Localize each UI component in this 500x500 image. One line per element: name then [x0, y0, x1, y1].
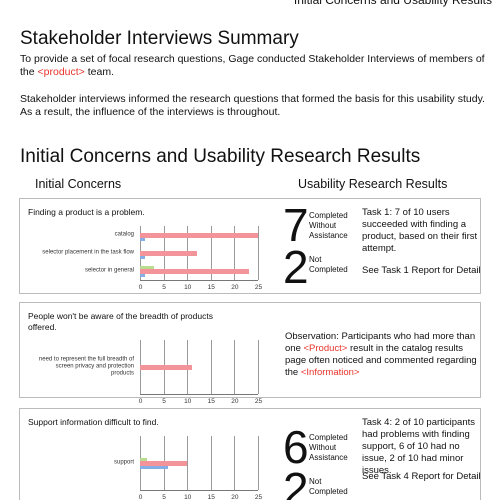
result-box: Finding a product is a problem. 0 5 10 15 20 2… — [19, 198, 481, 294]
completed-label: Completed Without Assistance — [309, 211, 348, 240]
observation: Observation: Participants who had more t… — [285, 331, 480, 379]
bar-chart: 0 5 10 15 20 25 need to represent the full bre… — [28, 336, 293, 408]
grid-line — [234, 340, 236, 394]
x-tick-label: 5 — [162, 494, 166, 500]
x-tick-label: 0 — [138, 284, 143, 291]
text-segment: Observation: Participants who had more t… — [285, 331, 476, 354]
x-tick-label: 0 — [138, 398, 143, 405]
bar — [140, 265, 155, 269]
bar — [140, 268, 249, 274]
text-segment: <Information> — [300, 367, 360, 378]
grid-line — [258, 340, 259, 394]
x-tick-label: 20 — [231, 494, 239, 500]
bar — [140, 255, 145, 259]
task-summary: Task 4: 2 of 10 participants had problem… — [362, 417, 476, 476]
grid-line — [258, 226, 259, 280]
x-tick-label: 15 — [207, 494, 215, 500]
text-segment: <product> — [37, 66, 85, 78]
not-completed-label: Not Completed — [309, 255, 348, 274]
x-tick-label: 0 — [138, 494, 143, 500]
text-segment: To provide a set of focal research quest… — [20, 53, 485, 78]
running-title: Initial Concerns and Usability Results — [293, 0, 492, 7]
result-box: Support information difficult to find. 0 5… — [19, 408, 481, 500]
task-summary: Task 1: 7 of 10 users succeeded with fin… — [362, 207, 478, 254]
grid-line — [210, 340, 212, 394]
bar-chart: 0 5 10 15 20 25 support — [28, 432, 293, 500]
summary-title: Stakeholder Interviews Summary — [20, 28, 299, 49]
bar — [140, 457, 148, 461]
grid-line — [187, 436, 189, 490]
section-title: Initial Concerns and Usability Research … — [20, 146, 421, 167]
result-box: People won't be aware of the breadth of … — [19, 302, 481, 405]
chart-title: Finding a product is a problem. — [28, 207, 145, 217]
grid-line — [234, 436, 236, 490]
grid-line — [210, 226, 212, 280]
grid-line — [210, 436, 212, 490]
category-label: selector placement in the task flow — [42, 249, 134, 256]
x-tick-label: 10 — [184, 494, 192, 500]
completed-label: Completed Without Assistance — [309, 433, 348, 462]
text-segment: result in the catalog results page often… — [285, 343, 477, 378]
bar — [140, 465, 169, 469]
x-tick-label: 20 — [231, 284, 239, 291]
x-tick-label: 25 — [254, 284, 263, 291]
bar — [140, 237, 145, 241]
text-segment: Stakeholder interviews informed the rese… — [20, 93, 485, 118]
x-tick-label: 15 — [207, 284, 215, 291]
x-axis — [140, 490, 258, 491]
chart-title: People won't be aware of the breadth of … — [28, 311, 213, 332]
report-link: See Task 1 Report for Detail — [362, 265, 481, 276]
x-axis — [140, 394, 258, 395]
category-label: support — [113, 459, 134, 466]
category-label: selector in general — [84, 267, 134, 274]
x-tick-label: 10 — [184, 398, 192, 405]
paragraph: Stakeholder interviews informed the rese… — [20, 93, 485, 119]
column-heading: Usability Research Results — [298, 177, 448, 191]
bar — [140, 364, 192, 370]
x-tick-label: 5 — [162, 398, 166, 405]
bar — [140, 250, 197, 256]
category-label: need to represent the full breadth of sc… — [38, 356, 134, 377]
x-tick-label: 25 — [254, 494, 263, 500]
completed-count: 6 — [283, 421, 309, 473]
x-axis — [140, 280, 258, 281]
paragraph: To provide a set of focal research quest… — [20, 53, 485, 79]
bar — [140, 460, 188, 466]
x-tick-label: 15 — [207, 398, 215, 405]
column-heading: Initial Concerns — [35, 177, 122, 191]
grid-line — [234, 226, 236, 280]
x-tick-label: 10 — [184, 284, 192, 291]
text-segment: team. — [84, 66, 114, 78]
not-completed-count: 2 — [283, 463, 309, 500]
category-label: catalog — [114, 231, 134, 238]
bar — [140, 232, 258, 238]
report-link: See Task 4 Report for Detail — [362, 471, 481, 482]
text-segment: <Product> — [303, 343, 348, 354]
not-completed-count: 2 — [283, 241, 309, 293]
grid-line — [258, 436, 259, 490]
chart-title: Support information difficult to find. — [28, 417, 159, 427]
x-tick-label: 5 — [162, 284, 166, 291]
bar — [140, 273, 145, 277]
bar-chart: 0 5 10 15 20 25 catalog selector placement in t… — [28, 222, 293, 294]
completed-count: 7 — [283, 199, 309, 251]
x-tick-label: 20 — [231, 398, 239, 405]
x-tick-label: 25 — [254, 398, 263, 405]
not-completed-label: Not Completed — [309, 477, 348, 496]
